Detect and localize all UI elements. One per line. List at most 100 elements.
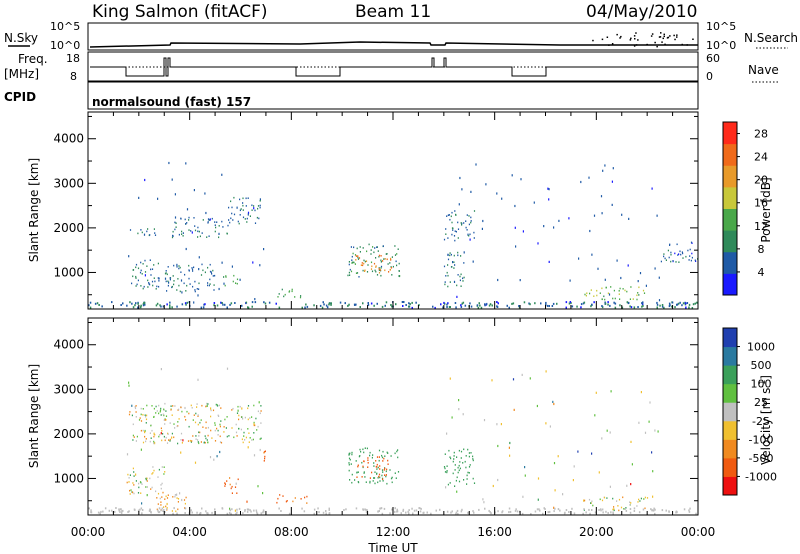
heatmap-cell [362, 466, 364, 469]
y-tick-label: 4000 [53, 338, 84, 352]
heatmap-cell [231, 427, 233, 429]
ground-scatter-cell [467, 511, 469, 514]
ground-scatter-cell [614, 306, 617, 309]
heatmap-cell [385, 474, 387, 476]
ground-scatter-cell [321, 306, 324, 309]
ground-scatter-cell [250, 510, 252, 513]
heatmap-cell [242, 197, 244, 200]
heatmap-cell [145, 477, 147, 480]
heatmap-cell [370, 268, 373, 270]
heatmap-region-8 [356, 456, 389, 480]
ground-scatter-cell [313, 304, 315, 307]
colorbar-swatch [723, 122, 737, 145]
heatmap-cell [604, 298, 606, 301]
heatmap-cell [453, 261, 455, 263]
ground-scatter-cell [202, 306, 205, 309]
ground-scatter-cell [229, 303, 231, 306]
ground-scatter-cell [456, 509, 459, 512]
heatmap-cell [146, 486, 148, 488]
heatmap-cell [288, 290, 291, 292]
heatmap-cell [174, 494, 176, 496]
colorbar-swatch [723, 251, 737, 274]
ground-scatter-cell [246, 510, 249, 513]
ground-scatter-cell [231, 508, 233, 511]
heatmap-cell [350, 246, 352, 248]
heatmap-cell [169, 278, 171, 281]
ground-scatter-cell [668, 302, 671, 305]
ground-scatter-cell [354, 304, 356, 306]
heatmap-cell [141, 483, 143, 485]
heatmap-cell [691, 256, 693, 259]
ground-scatter-cell [461, 302, 463, 305]
ground-scatter-cell [120, 511, 123, 514]
heatmap-region-3 [228, 196, 261, 225]
heatmap-cell [606, 429, 608, 432]
heatmap-cell [598, 471, 600, 474]
heatmap-cell [379, 480, 381, 482]
heatmap-cell [142, 429, 144, 432]
heatmap-cell [182, 232, 184, 234]
ground-scatter-cell [450, 511, 452, 514]
time-axis-labels: 00:00 04:00 08:00 12:00 16:00 20:00 00:00 [71, 525, 716, 539]
heatmap-cell [470, 452, 472, 454]
heatmap-cell [608, 293, 611, 296]
ground-scatter-cell [104, 507, 107, 510]
heatmap-cell [462, 277, 464, 280]
heatmap-cell [263, 451, 265, 454]
nsearch-dot [664, 43, 666, 46]
ground-scatter-cell [330, 303, 332, 306]
heatmap-cell [468, 223, 470, 226]
heatmap-cell [218, 225, 220, 227]
heatmap-cell [167, 284, 169, 287]
heatmap-cell [134, 406, 136, 408]
ground-scatter-cell [201, 507, 203, 510]
heatmap-cell [674, 252, 676, 255]
heatmap-cell [369, 454, 371, 457]
ground-scatter-cell [134, 304, 136, 307]
heatmap-cell [299, 296, 302, 299]
heatmap-region-0 [128, 161, 265, 304]
heatmap-cell [186, 222, 188, 224]
heatmap-cell [260, 410, 262, 412]
heatmap-cell [375, 270, 377, 273]
heatmap-region-13 [584, 286, 646, 301]
heatmap-cell [248, 441, 250, 443]
heatmap-cell [537, 477, 540, 480]
heatmap-cell [139, 417, 141, 419]
ground-scatter-cell [155, 304, 158, 307]
heatmap-cell [492, 484, 494, 488]
heatmap-cell [142, 287, 144, 290]
heatmap-cell [447, 285, 449, 288]
ground-scatter-cell [460, 306, 463, 308]
heatmap-cell [460, 285, 462, 287]
heatmap-cell [595, 391, 597, 394]
ground-scatter-cell [501, 510, 504, 513]
heatmap-cell [196, 406, 198, 408]
ground-scatter-cell [448, 306, 451, 308]
heatmap-cell [678, 261, 680, 263]
ground-scatter-cell [683, 508, 686, 511]
nsky-tick-high: 10^5 [50, 20, 80, 33]
heatmap-cell [468, 215, 470, 217]
heatmap-cell [158, 412, 160, 415]
heatmap-cell [468, 452, 470, 454]
time-tick-label: 08:00 [274, 525, 309, 539]
heatmap-cell [396, 450, 398, 453]
ground-scatter-cell [230, 512, 232, 515]
heatmap-cell [621, 213, 623, 216]
heatmap-cell [467, 448, 469, 451]
heatmap-cell [220, 441, 223, 444]
heatmap-cell [638, 294, 640, 296]
heatmap-cell [173, 283, 175, 286]
heatmap-cell [264, 450, 266, 453]
heatmap-cell [466, 474, 468, 477]
heatmap-cell [169, 277, 171, 279]
heatmap-region-1 [129, 228, 157, 237]
heatmap-cell [348, 263, 350, 266]
heatmap-cell [256, 216, 258, 219]
heatmap-cell [469, 464, 471, 466]
ground-scatter-cell [256, 512, 259, 515]
heatmap-cell [214, 224, 216, 226]
nsearch-dot [606, 36, 609, 38]
ground-scatter-cell [184, 302, 187, 305]
